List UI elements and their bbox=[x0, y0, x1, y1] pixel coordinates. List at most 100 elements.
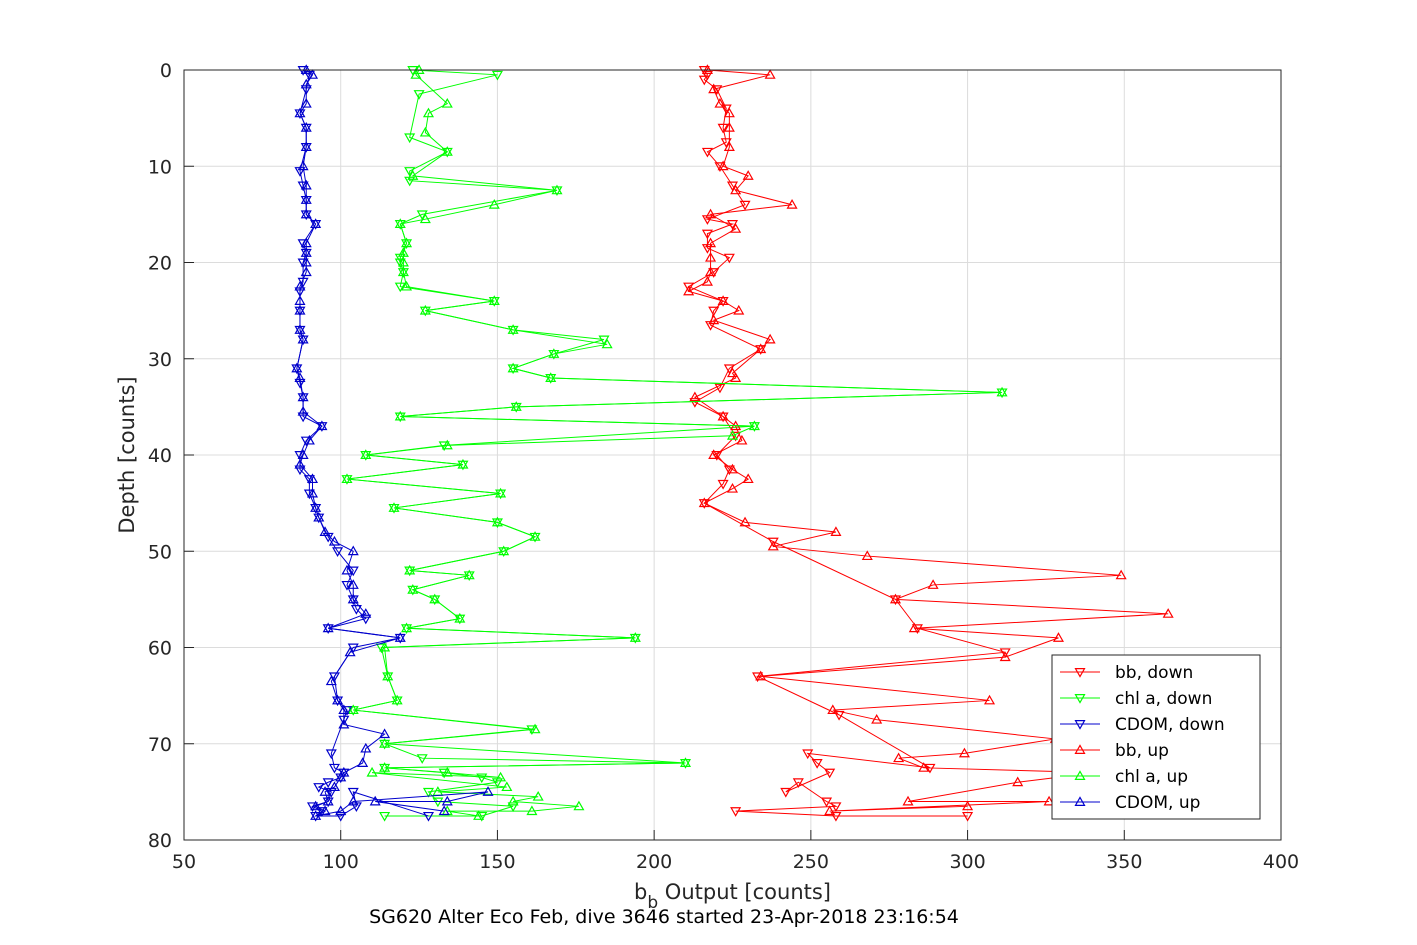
data-point bbox=[310, 502, 322, 512]
y-tick-label: 10 bbox=[148, 156, 172, 178]
data-point bbox=[498, 545, 510, 556]
data-point bbox=[827, 704, 839, 715]
data-point bbox=[328, 763, 340, 774]
data-point bbox=[457, 458, 469, 469]
data-point bbox=[482, 786, 494, 796]
data-point bbox=[410, 69, 422, 79]
data-point bbox=[300, 141, 312, 151]
data-point bbox=[723, 107, 735, 118]
data-point bbox=[830, 526, 842, 536]
data-point bbox=[344, 646, 356, 657]
data-point bbox=[996, 386, 1008, 397]
data-point bbox=[310, 800, 322, 811]
data-point bbox=[397, 256, 409, 267]
data-point bbox=[394, 258, 406, 269]
data-point bbox=[723, 253, 735, 264]
data-point bbox=[300, 247, 312, 257]
legend-item: chl a, up bbox=[1060, 767, 1188, 787]
data-point bbox=[705, 266, 717, 277]
data-point bbox=[708, 449, 720, 459]
data-point bbox=[404, 167, 416, 177]
data-point bbox=[332, 547, 344, 557]
data-point bbox=[347, 566, 359, 577]
data-point bbox=[404, 133, 416, 144]
data-point bbox=[683, 282, 695, 293]
data-point bbox=[701, 276, 713, 286]
data-point bbox=[325, 675, 337, 686]
data-point bbox=[394, 632, 406, 642]
data-point bbox=[338, 704, 350, 715]
data-point bbox=[441, 439, 453, 450]
data-point bbox=[601, 338, 613, 349]
x-tick-label: 100 bbox=[323, 851, 359, 873]
data-point bbox=[422, 107, 435, 118]
data-point bbox=[1043, 795, 1055, 806]
data-point bbox=[297, 333, 309, 344]
data-point bbox=[767, 540, 779, 551]
data-point bbox=[347, 593, 359, 604]
series-4 bbox=[341, 64, 1008, 820]
legend-box bbox=[1051, 654, 1261, 820]
data-point bbox=[379, 811, 391, 822]
data-point bbox=[347, 795, 359, 806]
data-point bbox=[723, 465, 735, 476]
data-point bbox=[529, 531, 541, 541]
data-point bbox=[413, 64, 425, 74]
data-point bbox=[893, 752, 905, 763]
data-point bbox=[297, 391, 309, 402]
data-point bbox=[401, 237, 413, 248]
data-point bbox=[861, 550, 873, 561]
legend-label: CDOM, down bbox=[1115, 715, 1225, 735]
data-point bbox=[908, 622, 920, 633]
data-point bbox=[752, 672, 764, 683]
data-point bbox=[820, 797, 833, 808]
data-point bbox=[360, 614, 372, 625]
data-point bbox=[698, 66, 710, 76]
data-point bbox=[742, 170, 754, 180]
data-point bbox=[962, 800, 974, 811]
y-tick-label: 40 bbox=[148, 445, 172, 467]
axis-ticks: 50 100 150 200 250 300 350 400 0 10 20 30 40 50 60 70 80 bbox=[148, 60, 1299, 873]
data-point bbox=[767, 537, 779, 548]
data-point bbox=[441, 146, 453, 156]
data-point bbox=[379, 641, 391, 652]
data-point bbox=[714, 383, 726, 394]
data-point bbox=[335, 811, 347, 822]
data-point bbox=[802, 749, 814, 760]
data-point bbox=[958, 747, 970, 758]
data-point bbox=[300, 97, 312, 108]
data-point bbox=[294, 372, 306, 382]
data-point bbox=[338, 718, 350, 729]
data-point bbox=[548, 348, 560, 358]
data-point bbox=[341, 564, 353, 575]
data-point bbox=[720, 138, 732, 148]
data-point bbox=[491, 516, 503, 527]
data-point bbox=[726, 463, 739, 474]
data-point bbox=[303, 434, 315, 445]
x-tick-label: 300 bbox=[949, 851, 985, 873]
legend-marker bbox=[1074, 694, 1086, 704]
data-point bbox=[394, 410, 406, 421]
data-point bbox=[720, 104, 732, 115]
data-point bbox=[476, 773, 488, 784]
data-point bbox=[629, 632, 641, 642]
data-point bbox=[679, 757, 692, 767]
data-point bbox=[407, 66, 419, 76]
data-point bbox=[532, 790, 544, 801]
data-point bbox=[319, 805, 331, 816]
data-point bbox=[723, 141, 735, 151]
data-point bbox=[999, 651, 1011, 662]
data-point bbox=[306, 487, 319, 498]
data-point bbox=[701, 70, 713, 81]
data-point bbox=[297, 405, 309, 416]
data-point bbox=[708, 268, 720, 278]
data-point bbox=[510, 401, 522, 411]
data-point bbox=[413, 90, 425, 100]
data-point bbox=[369, 795, 381, 806]
data-point bbox=[297, 239, 309, 249]
legend-label: chl a, up bbox=[1115, 767, 1188, 787]
x-tick-label: 200 bbox=[636, 851, 672, 873]
data-point bbox=[322, 778, 334, 788]
data-point bbox=[322, 795, 334, 806]
data-point bbox=[786, 199, 798, 209]
